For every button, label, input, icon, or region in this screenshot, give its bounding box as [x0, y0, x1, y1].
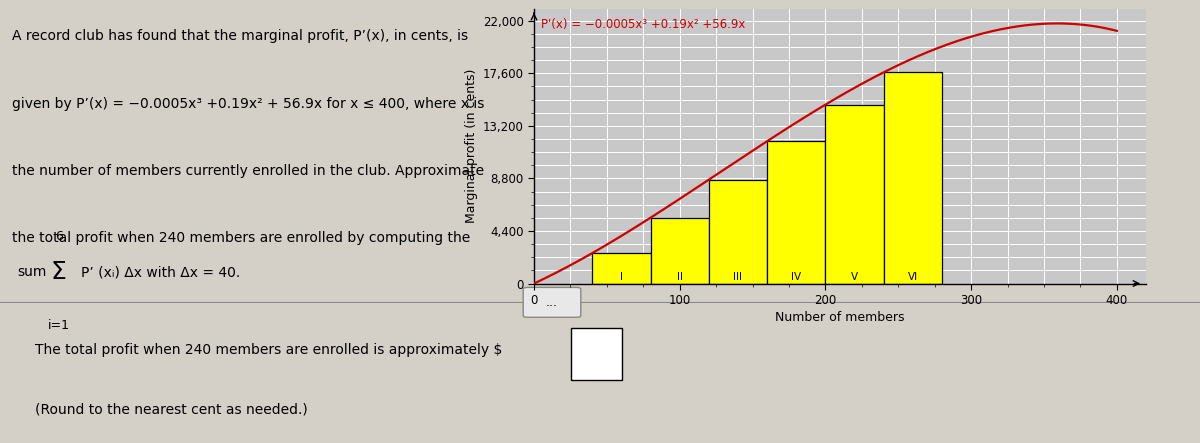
Text: A record club has found that the marginal profit, P’(x), in cents, is: A record club has found that the margina… [12, 29, 468, 43]
Text: i=1: i=1 [48, 319, 70, 332]
Y-axis label: Marginal profit (in cents): Marginal profit (in cents) [466, 69, 479, 223]
Text: ...: ... [546, 296, 558, 309]
FancyBboxPatch shape [571, 328, 622, 380]
Text: P'(x) = −0.0005x³ +0.19x² +56.9x: P'(x) = −0.0005x³ +0.19x² +56.9x [541, 19, 745, 31]
Bar [709, 179, 767, 284]
Text: 6: 6 [55, 230, 62, 243]
Text: III: III [733, 272, 743, 282]
Text: sum: sum [17, 265, 47, 279]
Bar [650, 218, 709, 284]
Text: IV: IV [791, 272, 802, 282]
Text: given by P’(x) = −0.0005x³ +0.19x² + 56.9x for x ≤ 400, where x is: given by P’(x) = −0.0005x³ +0.19x² + 56.… [12, 97, 485, 111]
Text: the total profit when 240 members are enrolled by computing the: the total profit when 240 members are en… [12, 231, 470, 245]
FancyBboxPatch shape [523, 288, 581, 317]
Text: II: II [677, 272, 683, 282]
Text: Σ: Σ [50, 260, 67, 284]
Text: the number of members currently enrolled in the club. Approximate: the number of members currently enrolled… [12, 164, 484, 178]
Text: (Round to the nearest cent as needed.): (Round to the nearest cent as needed.) [35, 403, 307, 417]
Bar [767, 141, 826, 284]
Text: The total profit when 240 members are enrolled is approximately $: The total profit when 240 members are en… [35, 343, 502, 357]
Bar [883, 72, 942, 284]
Bar [593, 253, 650, 284]
Text: V: V [851, 272, 858, 282]
X-axis label: Number of members: Number of members [775, 311, 905, 324]
Text: VI: VI [907, 272, 918, 282]
Text: P’ (xᵢ) Δx with Δx = 40.: P’ (xᵢ) Δx with Δx = 40. [80, 265, 240, 279]
Bar [826, 105, 883, 284]
Text: I: I [620, 272, 623, 282]
